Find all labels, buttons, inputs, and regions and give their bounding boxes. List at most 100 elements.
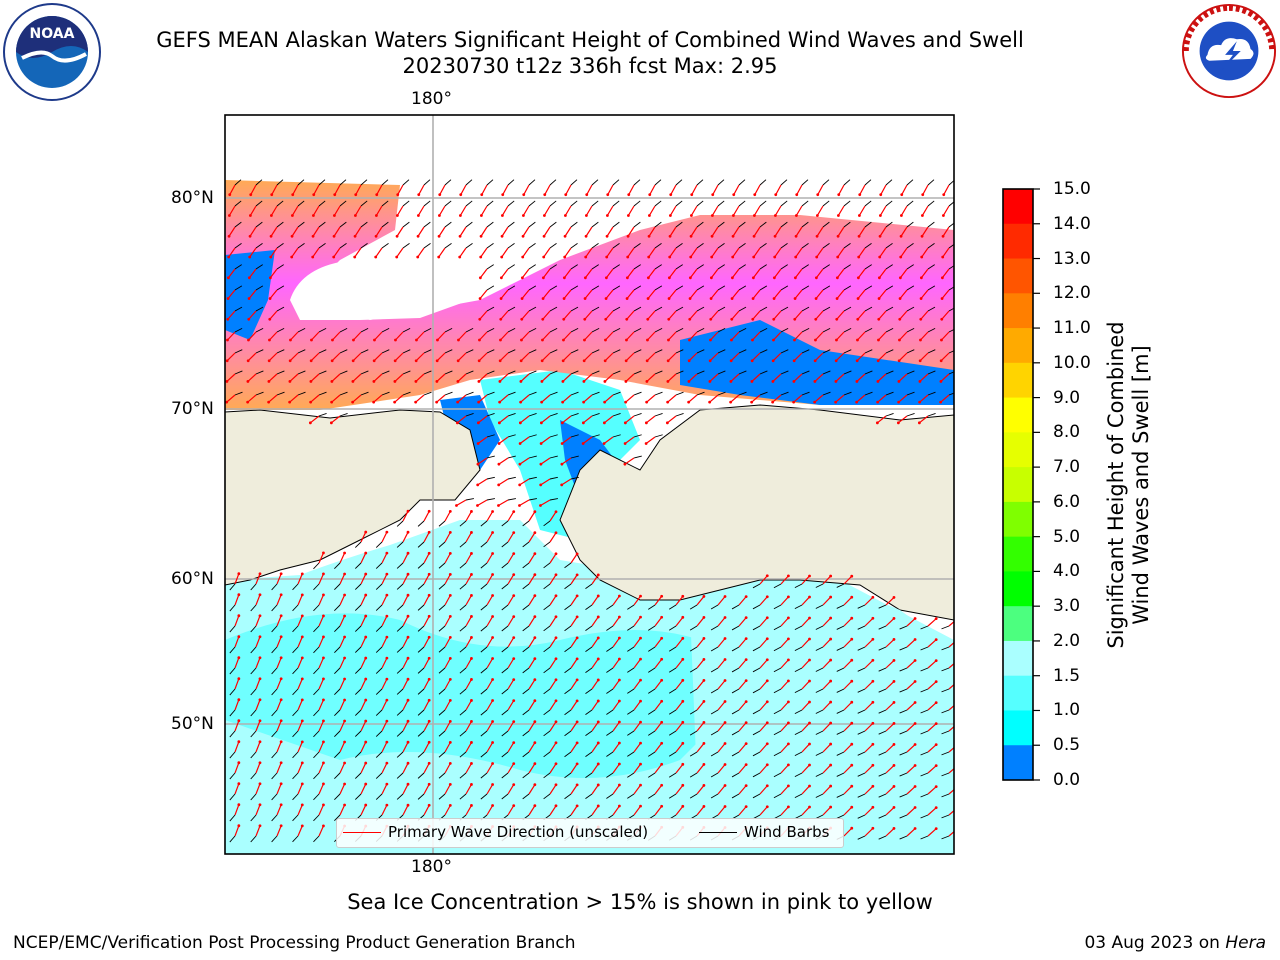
wind-barb <box>675 370 684 375</box>
wave-arrow-head <box>279 635 283 639</box>
wind-barb <box>570 327 579 333</box>
wind-barb <box>654 243 662 249</box>
wave-arrow-head <box>427 635 431 639</box>
wave-arrow-head <box>248 234 252 238</box>
wave-arrow-head <box>913 722 917 725</box>
wave-arrow <box>948 662 954 669</box>
wind-barb <box>570 391 579 396</box>
wave-arrow <box>940 373 950 382</box>
wave-arrow-head <box>808 574 811 578</box>
wind-barb <box>313 625 320 633</box>
wave-arrow-head <box>639 741 642 745</box>
wave-arrow-head <box>752 255 756 259</box>
colorbar-band <box>1003 258 1033 294</box>
bottom-lon-label: 180° <box>411 857 452 877</box>
wave-arrow <box>927 744 937 753</box>
wind-barb <box>794 688 803 694</box>
wind-barb <box>292 751 299 759</box>
wave-arrow <box>465 574 472 585</box>
wind-barb <box>229 667 236 675</box>
wind-barb <box>633 370 642 375</box>
wave-arrow-head <box>279 656 283 660</box>
wind-barb <box>255 200 263 207</box>
wind-barb <box>318 200 326 207</box>
wave-arrow-head <box>941 234 945 238</box>
wave-arrow-head <box>898 276 902 280</box>
wind-barb <box>255 391 264 396</box>
wave-arrow-head <box>457 338 460 342</box>
wave-arrow <box>486 742 494 753</box>
wave-arrow <box>507 511 515 522</box>
wave-arrow-head <box>666 380 670 383</box>
wind-barb <box>885 306 894 312</box>
wave-arrow-head <box>478 276 482 280</box>
wave-arrow <box>815 331 824 341</box>
wave-arrow-head <box>813 359 817 363</box>
wave-arrow <box>549 511 557 522</box>
wind-barb <box>864 370 873 375</box>
wind-barb <box>276 349 285 354</box>
wave-arrow <box>675 679 684 690</box>
wave-arrow-head <box>681 594 685 598</box>
wave-arrow-head <box>541 317 545 321</box>
wave-arrow-head <box>617 615 621 619</box>
wave-arrow-head <box>850 679 854 683</box>
wave-arrow-head <box>765 574 769 578</box>
wave-arrow <box>444 784 451 795</box>
wind-barb <box>654 179 662 186</box>
wind-barb <box>759 179 767 186</box>
wave-arrow-head <box>364 740 368 744</box>
wave-arrow-head <box>892 596 896 599</box>
wind-barb <box>417 730 425 737</box>
wind-barb <box>465 413 474 417</box>
wave-arrow <box>626 268 635 279</box>
wind-barb <box>780 200 788 207</box>
wave-arrow <box>731 310 740 320</box>
wind-barb <box>480 520 488 527</box>
wave-arrow <box>290 331 299 341</box>
wave-arrow-head <box>533 552 537 556</box>
wind-barb <box>948 392 954 396</box>
wave-arrow <box>591 679 599 690</box>
wind-barb <box>465 391 474 396</box>
wave-arrow-head <box>850 700 854 704</box>
wave-arrow-head <box>554 636 558 640</box>
wind-barb <box>396 688 404 695</box>
wind-barb <box>360 349 369 354</box>
wave-arrow-head <box>771 400 775 404</box>
wave-arrow-head <box>956 743 959 746</box>
wave-arrow <box>269 310 278 320</box>
wave-arrow-head <box>913 680 917 683</box>
wave-arrow <box>549 700 557 711</box>
wave-arrow-head <box>617 741 621 745</box>
wind-barb <box>423 179 431 186</box>
wave-arrow-head <box>834 400 838 404</box>
wind-barb <box>759 391 768 396</box>
wave-arrow <box>780 722 789 732</box>
wind-barb <box>752 646 761 652</box>
colorbar-band <box>1003 432 1033 468</box>
wave-arrow <box>460 184 467 195</box>
wave-arrow <box>879 205 887 216</box>
wave-arrow-head <box>744 763 748 767</box>
wind-barb <box>710 772 719 778</box>
wave-arrow <box>885 764 895 774</box>
wave-arrow-head <box>871 616 875 620</box>
wave-arrow <box>794 310 803 320</box>
wave-arrow-head <box>343 614 346 618</box>
wave-arrow-head <box>837 214 840 217</box>
wave-arrow <box>773 268 782 279</box>
wind-barb <box>794 751 803 757</box>
wave-arrow <box>626 331 635 341</box>
wave-arrow <box>234 636 240 648</box>
wind-barb <box>396 730 404 737</box>
wave-arrow <box>709 373 719 382</box>
wave-arrow <box>234 825 240 837</box>
wind-barb <box>564 583 572 590</box>
colorbar-band <box>1003 675 1033 711</box>
wave-arrow <box>591 784 599 795</box>
wave-arrow <box>402 657 409 669</box>
wave-arrow-head <box>786 574 790 578</box>
wave-arrow <box>402 699 409 711</box>
wave-arrow-head <box>575 657 579 661</box>
